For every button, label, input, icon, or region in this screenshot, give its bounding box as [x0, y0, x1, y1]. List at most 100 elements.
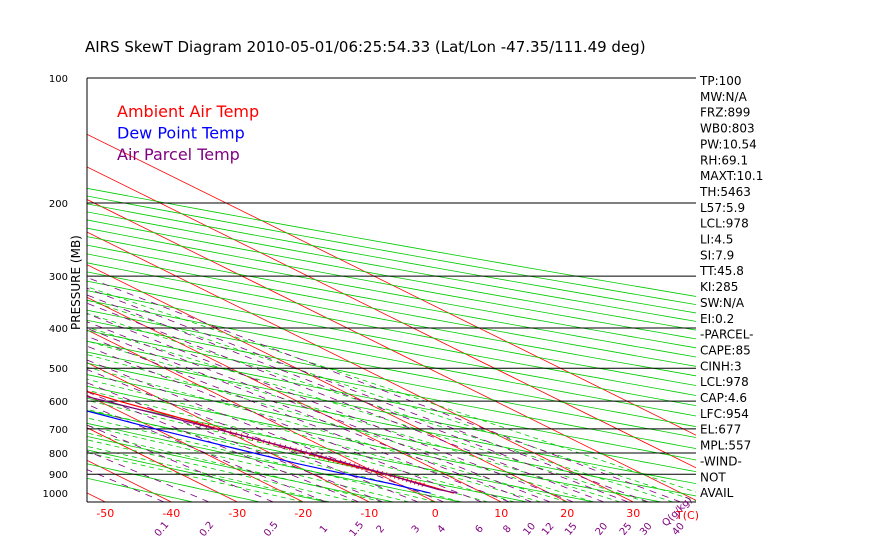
- sounding-index: TT:45.8: [699, 264, 744, 278]
- dry-adiabat-line: [87, 397, 595, 502]
- mixing-ratio-line: [87, 359, 444, 502]
- mixing-ratio-tick-label: 1.5: [348, 520, 367, 539]
- mixing-ratio-tick-label: 30: [638, 521, 655, 538]
- bottom-temperature-tick-label: -30: [228, 507, 246, 520]
- mixing-ratio-tick-label: 6: [474, 523, 487, 535]
- dry-adiabat-line: [87, 195, 696, 306]
- mixing-ratio-tick-label: 8: [501, 523, 514, 535]
- sounding-index: WB0:803: [700, 122, 755, 136]
- mixing-ratio-line: [87, 403, 327, 502]
- moist-adiabat-line: [87, 432, 383, 502]
- air-parcel-templine: [87, 395, 458, 494]
- dry-adiabat-line: [87, 219, 696, 331]
- legend-entry: Ambient Air Temp: [117, 102, 259, 121]
- sounding-index: PW:10.54: [700, 137, 757, 151]
- mixing-ratio-tick-label: 15: [563, 521, 580, 538]
- dry-adiabat-line: [87, 280, 696, 396]
- sounding-index: EI:0.2: [700, 312, 734, 326]
- dry-adiabat-line: [87, 211, 696, 322]
- dry-adiabat-line: [87, 449, 327, 502]
- isotherm-line: [87, 231, 634, 502]
- mixing-ratio-line: [87, 277, 681, 502]
- sounding-index: EL:677: [700, 423, 741, 437]
- isotherm-line: [87, 199, 696, 501]
- mixing-ratio-line: [87, 313, 574, 502]
- pressure-tick-label: 900: [49, 470, 68, 481]
- pressure-tick-label: 100: [49, 74, 68, 85]
- moist-adiabat-line: [87, 340, 621, 502]
- sounding-index: LCL:978: [700, 217, 749, 231]
- bottom-temperature-tick-label: -40: [162, 507, 180, 520]
- pressure-tick-label: 500: [49, 364, 68, 375]
- pressure-tick-label: 400: [49, 324, 68, 335]
- sounding-index: RH:69.1: [700, 153, 748, 167]
- isotherm-line: [0, 78, 39, 502]
- bottom-temperature-tick-label: -20: [294, 507, 312, 520]
- bottom-temperature-tick-label: 30: [626, 507, 640, 520]
- bottom-temperature-tick-label: -50: [96, 507, 114, 520]
- pressure-tick-label: 200: [49, 199, 68, 210]
- mixing-ratio-line: [87, 294, 629, 502]
- moist-adiabat-line: [87, 299, 696, 502]
- pressure-tick-label: 600: [49, 397, 68, 408]
- pressure-tick-label: 800: [49, 449, 68, 460]
- dry-adiabat-line: [87, 351, 696, 473]
- isotherm-line: [87, 427, 238, 502]
- sounding-index: -PARCEL-: [700, 328, 754, 342]
- mixing-ratio-tick-label: 25: [618, 521, 635, 538]
- moist-adiabat-line: [87, 326, 647, 502]
- mixing-ratio-tick-label: 4: [436, 523, 449, 535]
- dry-adiabat-line: [87, 374, 696, 497]
- dry-adiabat-line: [87, 299, 696, 417]
- bottom-temperature-tick-label: 10: [494, 507, 508, 520]
- mixing-ratio-tick-label: 0.1: [153, 520, 172, 539]
- isotherm-line: [87, 492, 106, 502]
- dry-adiabat-line: [87, 203, 696, 314]
- mixing-ratio-tick-label: 2: [375, 523, 388, 535]
- mixing-ratio-tick-label: 20: [594, 521, 611, 538]
- mixing-ratio-line: [87, 450, 210, 502]
- dry-adiabat-line: [87, 385, 662, 502]
- mixing-ratio-line: [87, 302, 605, 502]
- moist-adiabat-line: [87, 313, 674, 502]
- sounding-index: KI:285: [700, 280, 738, 294]
- bottom-temperature-tick-label: 0: [432, 507, 439, 520]
- sounding-index: CINH:3: [700, 359, 742, 373]
- dry-adiabat-line: [87, 227, 696, 340]
- mixing-ratio-line: [87, 424, 274, 502]
- sounding-index: LFC:954: [700, 407, 749, 421]
- mixing-ratio-line: [87, 469, 165, 502]
- dry-adiabat-line: [87, 244, 696, 358]
- sounding-index: CAPE:85: [700, 343, 751, 357]
- sounding-index: MAXT:10.1: [700, 169, 763, 183]
- sounding-index: CAP:4.6: [700, 391, 747, 405]
- mixing-ratio-tick-label: 1: [318, 523, 331, 535]
- chart-title: AIRS SkewT Diagram 2010-05-01/06:25:54.3…: [85, 38, 646, 56]
- mixing-ratio-line: [87, 382, 383, 502]
- pressure-tick-label: 700: [49, 425, 68, 436]
- sounding-index: LCL:978: [700, 375, 749, 389]
- sounding-index: SW:N/A: [700, 296, 745, 310]
- sounding-index: -WIND-: [700, 454, 742, 468]
- moist-adiabat-line: [87, 366, 568, 502]
- sounding-index: SI:7.9: [700, 248, 734, 262]
- chart-legend: Ambient Air Temp Dew Point Temp Air Parcel…: [117, 102, 259, 164]
- pressure-tick-label: 1000: [43, 489, 68, 500]
- moist-adiabat-line: [87, 409, 462, 502]
- moist-adiabat-line: [87, 417, 436, 502]
- isotherm-line: [87, 133, 696, 436]
- dry-adiabat-line: [87, 340, 696, 461]
- mixing-ratio-tick-label: 10: [521, 521, 538, 538]
- pressure-tick-label: 300: [49, 272, 68, 283]
- dry-adiabat-line: [87, 236, 696, 349]
- mixing-ratio-tick-label: 0.2: [198, 520, 217, 539]
- mixing-ratio-tick-label: 12: [540, 521, 557, 538]
- dry-adiabat-line: [87, 187, 696, 297]
- sounding-index: TP:100: [699, 74, 742, 88]
- moist-adiabat-line: [87, 439, 357, 502]
- sounding-index: MW:N/A: [700, 90, 748, 104]
- isotherm-line: [87, 166, 696, 469]
- dry-adiabat-line: [87, 330, 696, 449]
- dry-adiabat-line: [87, 290, 696, 407]
- dry-adiabat-line: [87, 309, 696, 428]
